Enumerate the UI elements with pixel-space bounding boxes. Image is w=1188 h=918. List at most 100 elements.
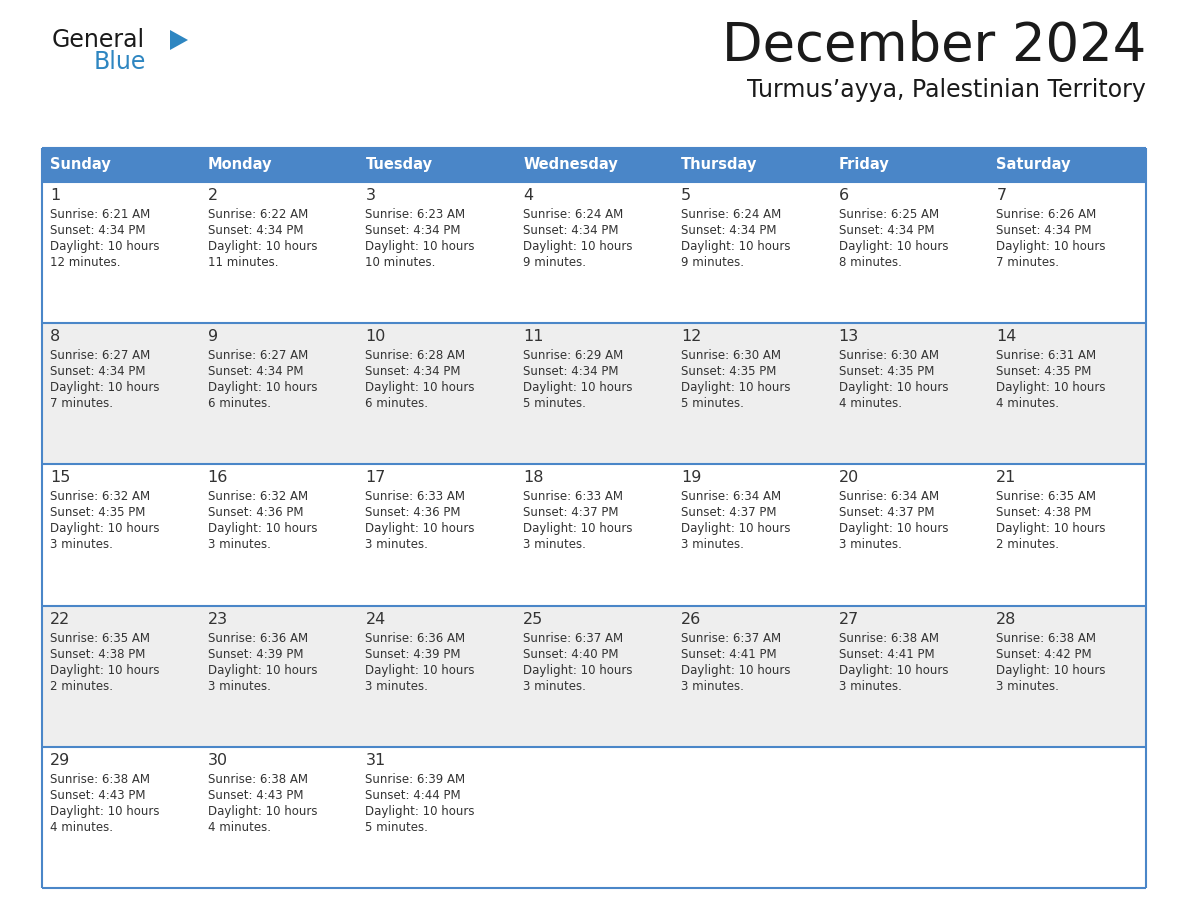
Text: Sunrise: 6:27 AM: Sunrise: 6:27 AM (50, 349, 150, 363)
Text: 24: 24 (366, 611, 386, 627)
Text: 6 minutes.: 6 minutes. (208, 397, 271, 410)
Text: 3 minutes.: 3 minutes. (523, 538, 586, 552)
Text: Sunset: 4:35 PM: Sunset: 4:35 PM (839, 365, 934, 378)
Text: December 2024: December 2024 (722, 20, 1146, 72)
Text: 23: 23 (208, 611, 228, 627)
Text: Sunset: 4:41 PM: Sunset: 4:41 PM (681, 647, 777, 661)
Text: Sunrise: 6:38 AM: Sunrise: 6:38 AM (997, 632, 1097, 644)
Text: 3 minutes.: 3 minutes. (208, 679, 271, 692)
Text: 10 minutes.: 10 minutes. (366, 256, 436, 269)
Text: Daylight: 10 hours: Daylight: 10 hours (997, 381, 1106, 394)
Text: 25: 25 (523, 611, 543, 627)
Text: 6 minutes.: 6 minutes. (366, 397, 429, 410)
Text: Daylight: 10 hours: Daylight: 10 hours (839, 381, 948, 394)
Text: 2 minutes.: 2 minutes. (997, 538, 1060, 552)
Text: Saturday: Saturday (997, 158, 1070, 173)
Bar (358, 148, 516, 182)
Text: Sunrise: 6:21 AM: Sunrise: 6:21 AM (50, 208, 150, 221)
Text: Daylight: 10 hours: Daylight: 10 hours (366, 522, 475, 535)
Text: 22: 22 (50, 611, 70, 627)
Text: Daylight: 10 hours: Daylight: 10 hours (681, 381, 790, 394)
Text: Sunday: Sunday (50, 158, 110, 173)
Text: 3 minutes.: 3 minutes. (366, 538, 429, 552)
Text: 7 minutes.: 7 minutes. (997, 256, 1060, 269)
Text: 9: 9 (208, 330, 217, 344)
Text: 12 minutes.: 12 minutes. (50, 256, 120, 269)
Text: General: General (52, 28, 145, 52)
Text: Sunrise: 6:38 AM: Sunrise: 6:38 AM (839, 632, 939, 644)
Text: Sunrise: 6:28 AM: Sunrise: 6:28 AM (366, 349, 466, 363)
Text: 11: 11 (523, 330, 544, 344)
Text: Sunset: 4:38 PM: Sunset: 4:38 PM (50, 647, 145, 661)
Text: Sunrise: 6:34 AM: Sunrise: 6:34 AM (839, 490, 939, 503)
Text: Daylight: 10 hours: Daylight: 10 hours (839, 240, 948, 253)
Text: 3 minutes.: 3 minutes. (208, 538, 271, 552)
Text: 13: 13 (839, 330, 859, 344)
Text: 3 minutes.: 3 minutes. (681, 538, 744, 552)
Text: Sunset: 4:37 PM: Sunset: 4:37 PM (523, 507, 619, 520)
Text: Sunrise: 6:36 AM: Sunrise: 6:36 AM (366, 632, 466, 644)
Text: Daylight: 10 hours: Daylight: 10 hours (523, 664, 633, 677)
Text: Daylight: 10 hours: Daylight: 10 hours (997, 664, 1106, 677)
Text: 26: 26 (681, 611, 701, 627)
Text: Sunrise: 6:32 AM: Sunrise: 6:32 AM (50, 490, 150, 503)
Text: Daylight: 10 hours: Daylight: 10 hours (523, 522, 633, 535)
Bar (988, 148, 1146, 182)
Bar (42, 465, 1146, 606)
Text: Daylight: 10 hours: Daylight: 10 hours (208, 805, 317, 818)
Text: Sunrise: 6:36 AM: Sunrise: 6:36 AM (208, 632, 308, 644)
Text: 1: 1 (50, 188, 61, 203)
Text: Daylight: 10 hours: Daylight: 10 hours (839, 522, 948, 535)
Text: 14: 14 (997, 330, 1017, 344)
Text: Sunset: 4:37 PM: Sunset: 4:37 PM (681, 507, 776, 520)
Text: Sunrise: 6:30 AM: Sunrise: 6:30 AM (681, 349, 781, 363)
Text: 3 minutes.: 3 minutes. (523, 679, 586, 692)
Text: Daylight: 10 hours: Daylight: 10 hours (208, 240, 317, 253)
Text: Sunset: 4:34 PM: Sunset: 4:34 PM (839, 224, 934, 237)
Text: 11 minutes.: 11 minutes. (208, 256, 278, 269)
Text: 12: 12 (681, 330, 701, 344)
Text: Sunset: 4:34 PM: Sunset: 4:34 PM (366, 365, 461, 378)
Text: Daylight: 10 hours: Daylight: 10 hours (208, 664, 317, 677)
Text: 8: 8 (50, 330, 61, 344)
Text: Sunrise: 6:32 AM: Sunrise: 6:32 AM (208, 490, 308, 503)
Text: 3 minutes.: 3 minutes. (50, 538, 113, 552)
Text: Sunset: 4:35 PM: Sunset: 4:35 PM (681, 365, 776, 378)
Text: 15: 15 (50, 470, 70, 486)
Text: Turmus’ayya, Palestinian Territory: Turmus’ayya, Palestinian Territory (747, 78, 1146, 102)
Text: 16: 16 (208, 470, 228, 486)
Text: Daylight: 10 hours: Daylight: 10 hours (523, 240, 633, 253)
Polygon shape (170, 30, 188, 50)
Text: 3 minutes.: 3 minutes. (839, 679, 902, 692)
Text: 4 minutes.: 4 minutes. (997, 397, 1060, 410)
Text: Sunset: 4:38 PM: Sunset: 4:38 PM (997, 507, 1092, 520)
Text: 31: 31 (366, 753, 386, 767)
Text: Sunset: 4:34 PM: Sunset: 4:34 PM (997, 224, 1092, 237)
Text: Blue: Blue (94, 50, 146, 74)
Text: Sunset: 4:34 PM: Sunset: 4:34 PM (208, 365, 303, 378)
Text: 8 minutes.: 8 minutes. (839, 256, 902, 269)
Text: 21: 21 (997, 470, 1017, 486)
Text: 3 minutes.: 3 minutes. (366, 679, 429, 692)
Text: 5: 5 (681, 188, 691, 203)
Text: Daylight: 10 hours: Daylight: 10 hours (366, 240, 475, 253)
Text: Tuesday: Tuesday (366, 158, 432, 173)
Text: Sunrise: 6:33 AM: Sunrise: 6:33 AM (366, 490, 466, 503)
Text: 9 minutes.: 9 minutes. (681, 256, 744, 269)
Text: Sunrise: 6:24 AM: Sunrise: 6:24 AM (681, 208, 781, 221)
Text: Sunrise: 6:34 AM: Sunrise: 6:34 AM (681, 490, 781, 503)
Text: Sunrise: 6:26 AM: Sunrise: 6:26 AM (997, 208, 1097, 221)
Text: Sunrise: 6:24 AM: Sunrise: 6:24 AM (523, 208, 624, 221)
Text: Daylight: 10 hours: Daylight: 10 hours (50, 664, 159, 677)
Text: Sunset: 4:34 PM: Sunset: 4:34 PM (50, 365, 145, 378)
Bar (42, 747, 1146, 888)
Text: 2 minutes.: 2 minutes. (50, 679, 113, 692)
Text: Sunset: 4:42 PM: Sunset: 4:42 PM (997, 647, 1092, 661)
Text: Sunrise: 6:39 AM: Sunrise: 6:39 AM (366, 773, 466, 786)
Text: 6: 6 (839, 188, 848, 203)
Text: Sunset: 4:37 PM: Sunset: 4:37 PM (839, 507, 934, 520)
Bar (42, 148, 200, 182)
Text: 4 minutes.: 4 minutes. (50, 821, 113, 834)
Text: Sunrise: 6:37 AM: Sunrise: 6:37 AM (523, 632, 624, 644)
Text: Sunrise: 6:30 AM: Sunrise: 6:30 AM (839, 349, 939, 363)
